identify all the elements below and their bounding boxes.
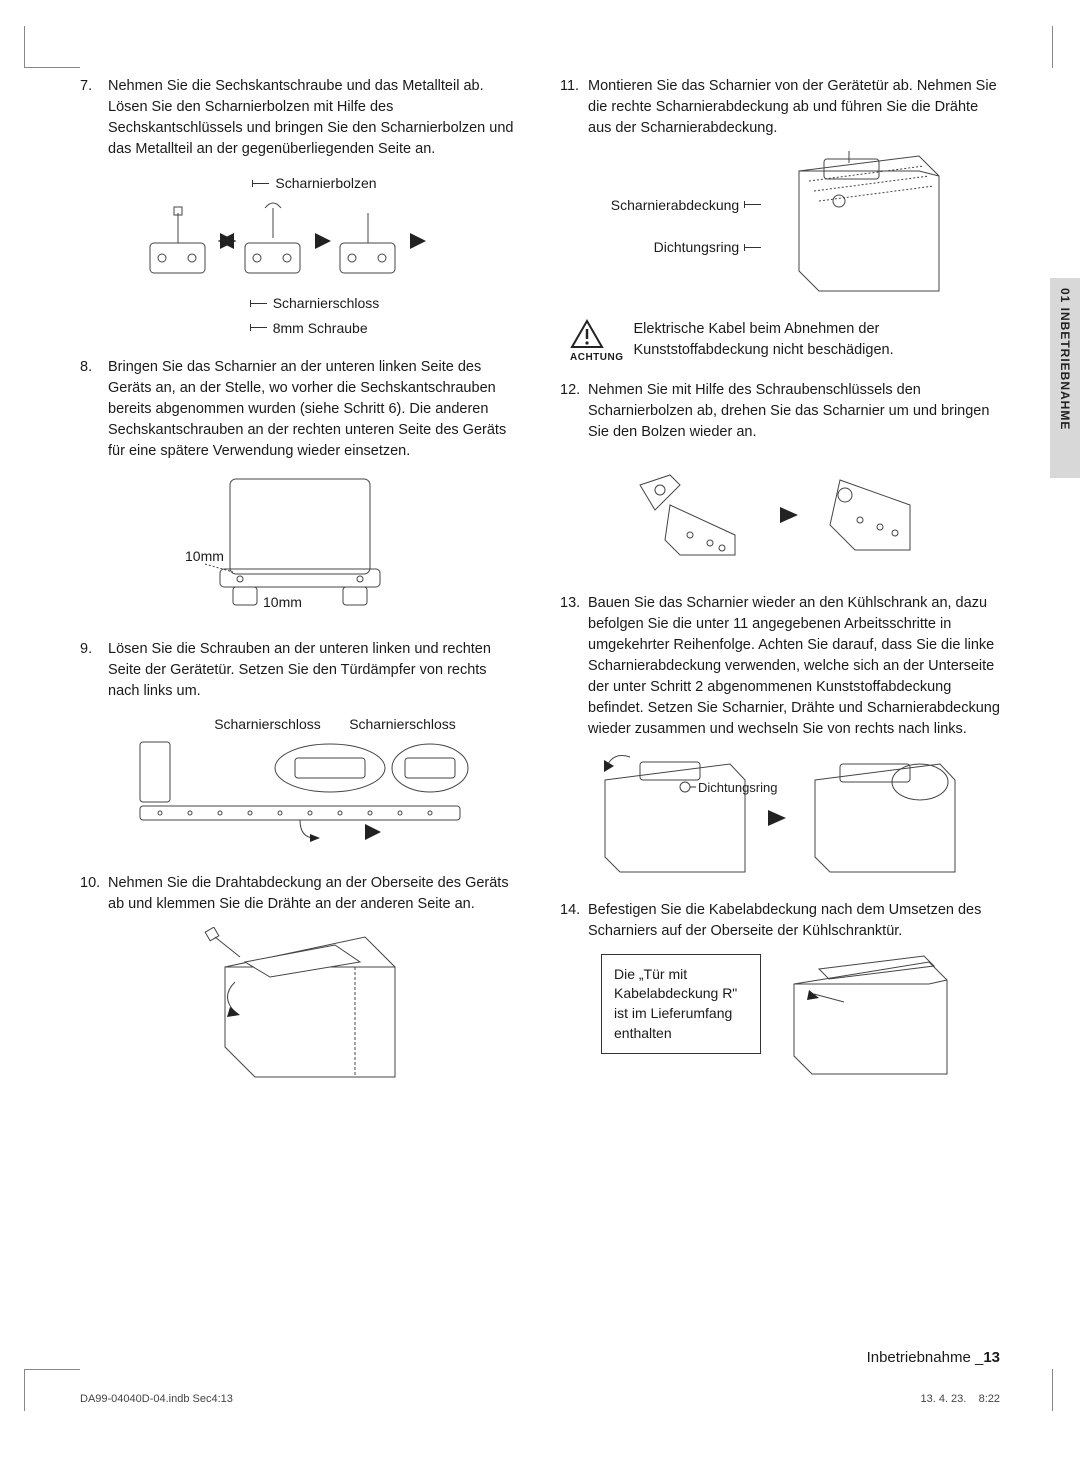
step-14: 14. Befestigen Sie die Kabelabdeckung na…: [588, 900, 1000, 942]
section-footer: Inbetriebnahme _13: [867, 1347, 1000, 1369]
step-text: Nehmen Sie die Drahtabdeckung an der Obe…: [108, 873, 520, 915]
fig11-label1: Scharnierabdeckung: [611, 195, 739, 215]
leader-line: [745, 247, 761, 248]
door-damper-illustration: [130, 738, 470, 848]
step-text: Bauen Sie das Scharnier wieder an den Kü…: [588, 593, 1000, 740]
wrench-hinge-illustration: [620, 455, 940, 575]
fig7-label2: Scharnierschloss: [273, 293, 380, 313]
figure-8: 10mm 10mm: [80, 474, 520, 621]
section-name: Inbetriebnahme _: [867, 1349, 984, 1366]
step-num: 9.: [80, 639, 92, 660]
leader-line: [253, 183, 269, 184]
fig13-label1: Dichtungsring: [698, 780, 778, 795]
fig9-label2: Scharnierschloss: [349, 714, 456, 734]
fig9-label1: Scharnierschloss: [214, 714, 321, 734]
figure-14: Die „Tür mit Kabelabdeckung R" ist im Li…: [560, 954, 1000, 1084]
step-num: 7.: [80, 76, 92, 97]
step-text: Nehmen Sie mit Hilfe des Schraubenschlüs…: [588, 380, 1000, 443]
step-text: Montieren Sie das Scharnier von der Gerä…: [588, 76, 1000, 139]
step-text: Befestigen Sie die Kabelabdeckung nach d…: [588, 900, 1000, 942]
hinge-cover-illustration: [769, 151, 949, 301]
step-num: 8.: [80, 357, 92, 378]
side-tab-label: 01 INBETRIEBNAHME: [1058, 288, 1072, 430]
left-column: 7. Nehmen Sie die Sechskantschraube und …: [80, 68, 520, 1369]
crop-mark-tr: [1052, 26, 1056, 68]
step-num: 10.: [80, 873, 100, 894]
fig11-label2: Dichtungsring: [654, 237, 740, 257]
side-tab: 01 INBETRIEBNAHME: [1050, 278, 1080, 478]
step-10: 10. Nehmen Sie die Drahtabdeckung an der…: [108, 873, 520, 915]
step-text: Nehmen Sie die Sechskantschraube und das…: [108, 76, 520, 160]
box-note: Die „Tür mit Kabelabdeckung R" ist im Li…: [601, 954, 761, 1054]
figure-9: Scharnierschloss Scharnierschloss: [80, 714, 520, 855]
wire-cover-illustration: [185, 927, 415, 1087]
hinge-reassembly-illustration: Dichtungsring: [590, 752, 970, 882]
step-13: 13. Bauen Sie das Scharnier wieder an de…: [588, 593, 1000, 740]
figure-10: [80, 927, 520, 1087]
step-num: 13.: [560, 593, 580, 614]
step-12: 12. Nehmen Sie mit Hilfe des Schraubensc…: [588, 380, 1000, 443]
step-text: Bringen Sie das Scharnier an der unteren…: [108, 357, 520, 462]
crop-mark-bl: [24, 1369, 80, 1411]
step-11: 11. Montieren Sie das Scharnier von der …: [588, 76, 1000, 139]
step-7: 7. Nehmen Sie die Sechskantschraube und …: [108, 76, 520, 160]
leader-line: [251, 327, 267, 328]
warning-icon: [570, 319, 624, 349]
warning-block: ACHTUNG Elektrische Kabel beim Abnehmen …: [570, 319, 990, 366]
figure-13: Dichtungsring: [560, 752, 1000, 882]
leader-line: [745, 204, 761, 205]
step-text: Lösen Sie die Schrauben an der unteren l…: [108, 639, 520, 702]
step-num: 14.: [560, 900, 580, 921]
warning-label: ACHTUNG: [570, 351, 624, 366]
step-num: 11.: [560, 76, 579, 97]
cable-cover-illustration: [779, 954, 959, 1084]
step-9: 9. Lösen Sie die Schrauben an der untere…: [108, 639, 520, 702]
fig7-label1: Scharnierbolzen: [275, 173, 376, 193]
print-meta: DA99-04040D-04.indb Sec4:13 13. 4. 23. 8…: [80, 1393, 1000, 1405]
step-8: 8. Bringen Sie das Scharnier an der unte…: [108, 357, 520, 462]
right-column: 11. Montieren Sie das Scharnier von der …: [560, 68, 1000, 1369]
meta-time: 8:22: [979, 1393, 1000, 1405]
fig8-label1: 10mm: [185, 546, 224, 566]
crop-mark-tl: [24, 26, 80, 68]
figure-12: [560, 455, 1000, 575]
page-number: 13: [983, 1349, 1000, 1366]
step-num: 12.: [560, 380, 580, 401]
meta-date: 13. 4. 23.: [920, 1393, 966, 1405]
fig7-label3: 8mm Schraube: [273, 318, 368, 338]
fig8-label2: 10mm: [263, 592, 302, 612]
crop-mark-br: [1052, 1369, 1056, 1411]
page-body: 01 INBETRIEBNAHME 7. Nehmen Sie die Sech…: [80, 68, 1000, 1369]
hinge-bolt-illustration: [140, 193, 460, 293]
figure-7: Scharnierbolzen: [80, 172, 520, 339]
warning-text: Elektrische Kabel beim Abnehmen der Kuns…: [634, 319, 991, 361]
leader-line: [251, 303, 267, 304]
meta-file: DA99-04040D-04.indb Sec4:13: [80, 1393, 233, 1405]
figure-11: Scharnierabdeckung Dichtungsring: [560, 151, 1000, 301]
